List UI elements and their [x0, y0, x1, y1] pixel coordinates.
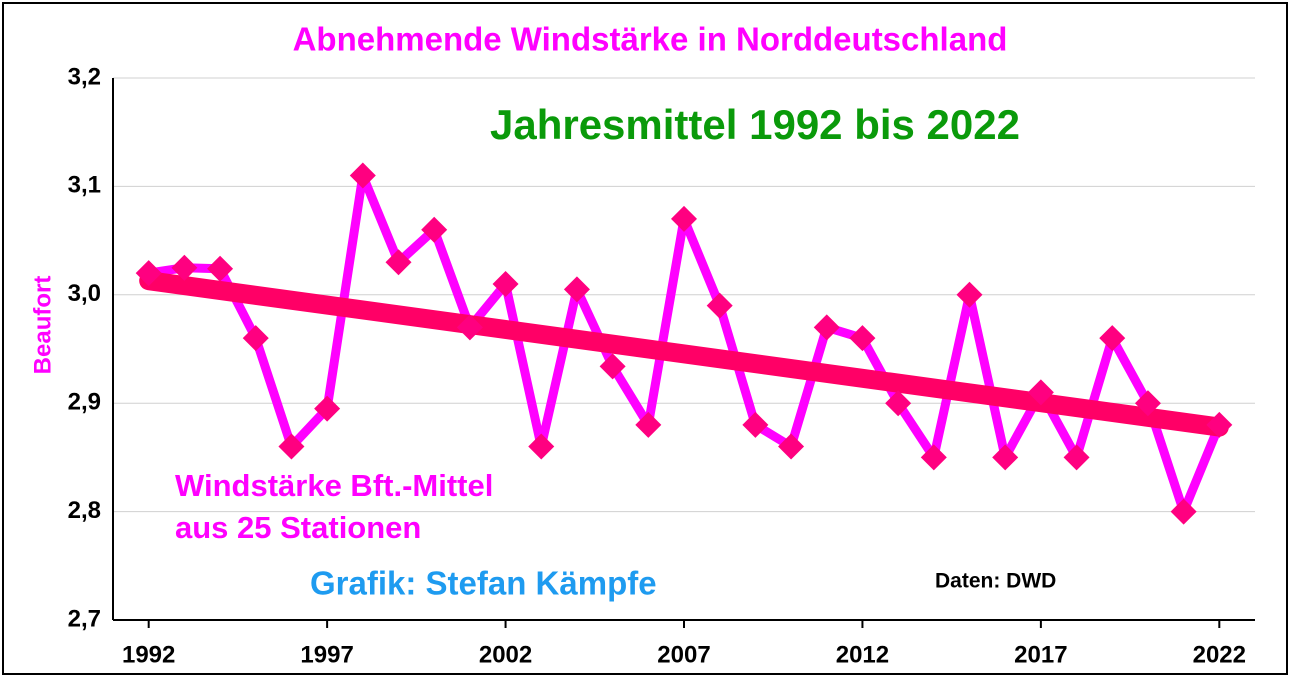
data-marker [671, 205, 697, 232]
data-marker [314, 395, 341, 422]
data-marker [456, 314, 483, 341]
data-marker [207, 255, 234, 282]
y-tick-label: 2,9 [68, 389, 101, 416]
chart-title: Abnehmende Windstärke in Norddeutschland [293, 21, 1008, 58]
data-marker [635, 411, 662, 438]
data-marker [885, 390, 912, 417]
data-marker [528, 433, 555, 460]
data-marker [1134, 390, 1161, 417]
annotation: Grafik: Stefan Kämpfe [310, 565, 657, 602]
data-marker [599, 353, 626, 380]
data-marker [1206, 411, 1233, 438]
data-marker [492, 270, 519, 297]
y-tick-label: 3,2 [68, 63, 101, 90]
data-marker [1170, 498, 1197, 525]
annotation: Jahresmittel 1992 bis 2022 [490, 101, 1020, 148]
data-marker [563, 276, 590, 303]
x-tick-label: 2007 [657, 641, 710, 668]
data-marker [171, 254, 198, 281]
y-tick-label: 3,1 [68, 172, 101, 199]
annotation: aus 25 Stationen [175, 510, 421, 545]
data-marker [992, 444, 1019, 471]
x-tick-label: 1992 [122, 641, 175, 668]
y-axis-label: Beaufort [29, 276, 56, 375]
data-marker [1099, 325, 1126, 352]
data-marker [1063, 444, 1090, 471]
data-marker [242, 325, 269, 352]
data-marker [706, 292, 733, 319]
data-marker [349, 162, 376, 189]
data-marker [421, 216, 448, 243]
x-tick-label: 2002 [479, 641, 532, 668]
data-marker [278, 433, 305, 460]
x-tick-label: 2017 [1014, 641, 1067, 668]
annotation: Windstärke Bft.-Mittel [175, 468, 493, 503]
y-tick-label: 2,8 [68, 497, 101, 524]
y-tick-label: 3,0 [68, 280, 101, 307]
data-marker [920, 444, 947, 471]
data-marker [956, 281, 983, 308]
data-marker [385, 249, 412, 276]
data-marker [813, 314, 840, 341]
x-tick-label: 2022 [1193, 641, 1246, 668]
data-marker [778, 433, 805, 460]
y-tick-label: 2,7 [68, 605, 101, 632]
data-marker [849, 325, 876, 352]
data-marker [742, 411, 769, 438]
data-marker [1027, 379, 1054, 406]
x-tick-label: 1997 [300, 641, 353, 668]
data-marker [135, 260, 162, 287]
x-tick-label: 2012 [836, 641, 889, 668]
annotation: Daten: DWD [935, 570, 1056, 593]
